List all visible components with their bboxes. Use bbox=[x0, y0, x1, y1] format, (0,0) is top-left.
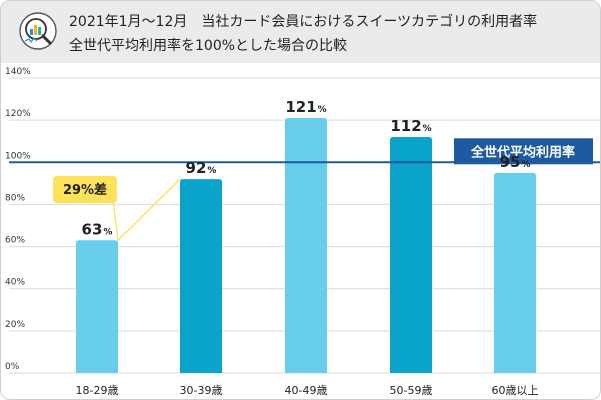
bar bbox=[494, 172, 536, 373]
y-tick-label: 80% bbox=[5, 193, 25, 203]
bar-value-label: 63% bbox=[82, 220, 113, 238]
diff-line-lower bbox=[112, 199, 119, 241]
diff-badge bbox=[53, 176, 117, 203]
diff-badge-label: 29%差 bbox=[63, 182, 107, 198]
y-tick-label: 140% bbox=[5, 67, 31, 77]
value-labels: 63% 92% 121% 112% 95% bbox=[82, 98, 531, 238]
y-tick-label: 100% bbox=[5, 151, 31, 161]
x-axis-labels: 18-29歳 30-39歳 40-49歳 50-59歳 60歳以上 bbox=[76, 384, 539, 397]
bar bbox=[76, 240, 118, 373]
bar-value-label: 95% bbox=[500, 153, 531, 171]
x-axis-label: 30-39歳 bbox=[180, 384, 223, 397]
y-tick-label: 40% bbox=[5, 278, 25, 288]
bar-value-label: 92% bbox=[186, 159, 217, 177]
y-tick-label: 60% bbox=[5, 236, 25, 246]
reference-line-badge bbox=[454, 138, 593, 165]
bar bbox=[390, 137, 432, 373]
difference-annotation: 29%差 bbox=[53, 176, 181, 241]
bar bbox=[180, 179, 222, 373]
diff-line-upper bbox=[117, 178, 181, 241]
chart-title: 2021年1月〜12月 当社カード会員におけるスイーツカテゴリの利用者率 bbox=[69, 14, 538, 30]
y-tick-label: 0% bbox=[5, 362, 20, 372]
bar-value-label: 112% bbox=[390, 117, 431, 135]
bar-value-label: 121% bbox=[285, 98, 326, 116]
chart-magnifier-icon bbox=[19, 12, 57, 50]
chart-header: 2021年1月〜12月 当社カード会員におけるスイーツカテゴリの利用者率 全世代… bbox=[1, 1, 600, 63]
reference-line-label: 全世代平均利用率 bbox=[470, 144, 575, 160]
y-axis-ticks: 0% 20% 40% 60% 80% 100% 120% 140% bbox=[5, 67, 31, 372]
y-tick-label: 20% bbox=[5, 320, 25, 330]
x-axis-label: 50-59歳 bbox=[390, 384, 433, 397]
y-tick-label: 120% bbox=[5, 109, 31, 119]
x-axis-label: 60歳以上 bbox=[492, 384, 539, 397]
x-axis-label: 18-29歳 bbox=[76, 384, 119, 397]
bars bbox=[76, 118, 536, 374]
bar bbox=[285, 118, 327, 374]
x-axis-label: 40-49歳 bbox=[285, 384, 328, 397]
chart-subtitle: 全世代平均利用率を100%とした場合の比較 bbox=[69, 38, 348, 54]
reference-line-group: 全世代平均利用率 bbox=[9, 138, 600, 165]
